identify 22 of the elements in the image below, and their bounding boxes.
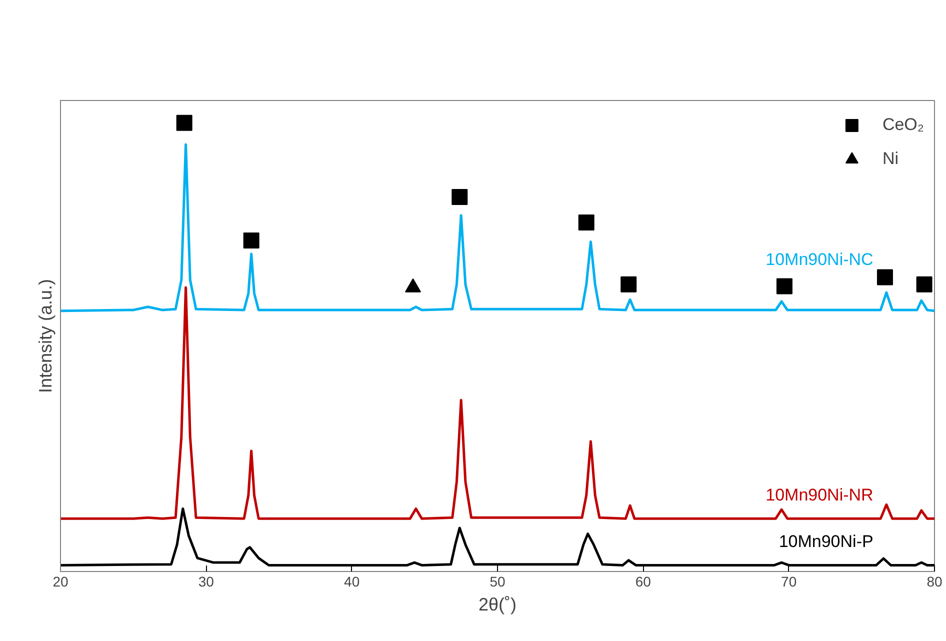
legend-label: CeO₂ xyxy=(882,115,924,135)
point xyxy=(620,276,637,292)
point xyxy=(176,114,192,131)
x-tick-label: 50 xyxy=(490,574,506,590)
x-tick-label: 80 xyxy=(926,574,942,590)
x-tick-label: 70 xyxy=(781,574,797,590)
series-label: 10Mn90Ni-P xyxy=(778,532,874,552)
x-tick-label: 40 xyxy=(344,574,360,590)
point xyxy=(776,278,792,294)
series-label: 10Mn90Ni-NR xyxy=(766,486,874,505)
point xyxy=(916,276,932,292)
legend-label: Ni xyxy=(882,149,900,169)
point xyxy=(452,188,468,205)
point xyxy=(876,269,893,286)
x-axis-title: 2θ(˚) xyxy=(478,594,517,614)
point xyxy=(578,214,594,231)
x-tick-label: 20 xyxy=(52,574,68,590)
x-tick-label: 30 xyxy=(198,574,214,590)
x-tick-label: 60 xyxy=(635,574,652,590)
point xyxy=(243,232,260,248)
y-axis-title: Intensity (a.u.) xyxy=(36,278,56,394)
series-label: 10Mn90Ni-NC xyxy=(766,250,874,269)
